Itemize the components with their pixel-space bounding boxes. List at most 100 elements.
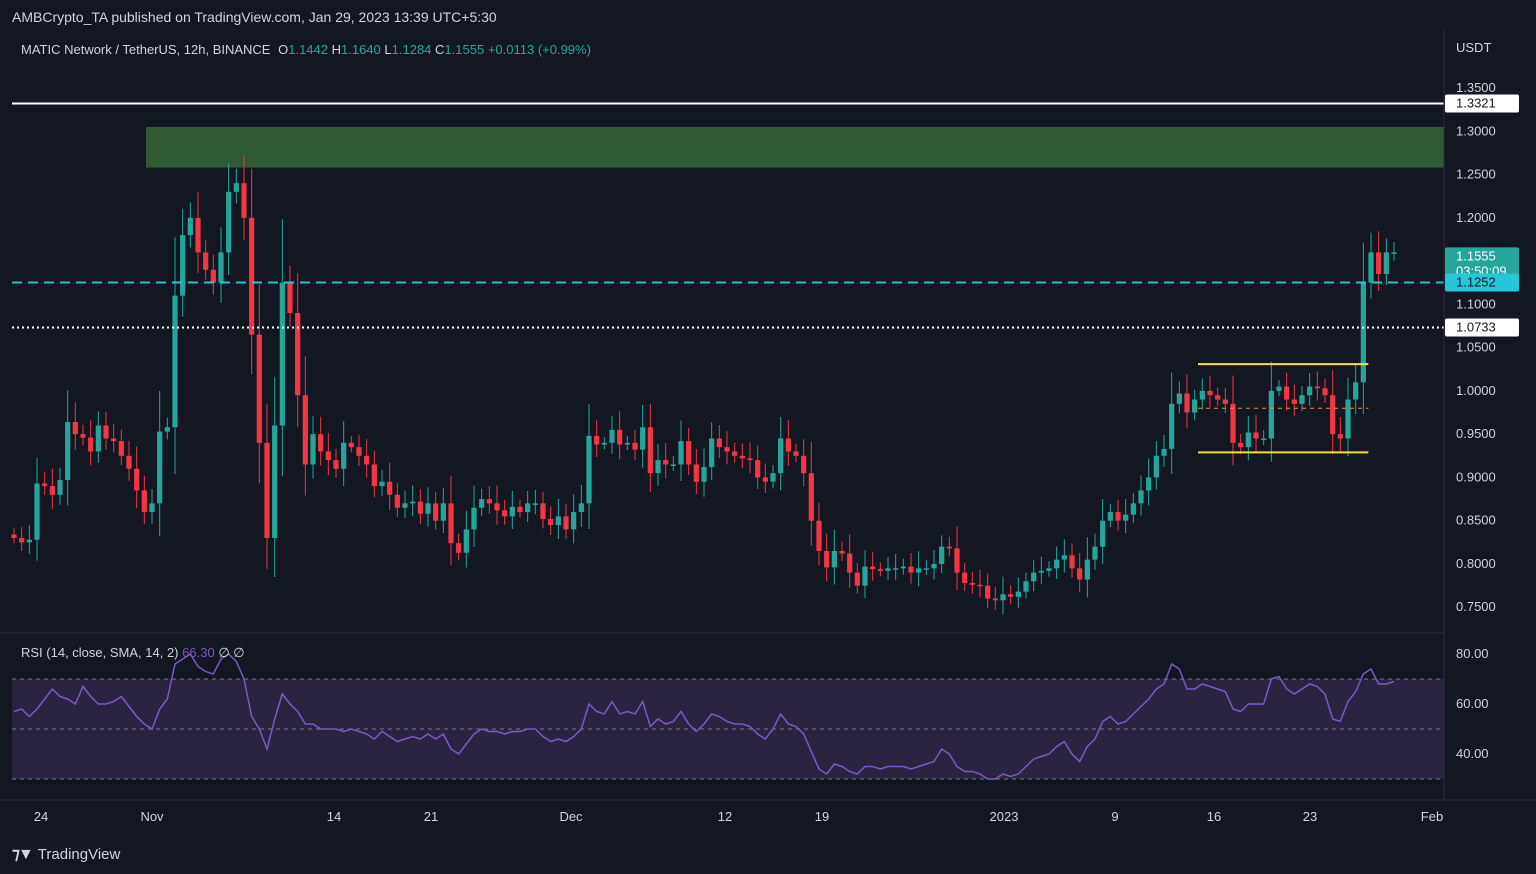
support-price-tag[interactable]: 1.1252 [1445, 273, 1519, 292]
candle[interactable] [1123, 499, 1129, 534]
candle[interactable] [1383, 238, 1389, 286]
candle[interactable] [647, 403, 653, 492]
candle[interactable] [440, 487, 446, 534]
candle[interactable] [164, 417, 170, 440]
candle[interactable] [824, 533, 830, 582]
candle[interactable] [847, 534, 853, 588]
candle[interactable] [1261, 430, 1267, 446]
candle[interactable] [1199, 378, 1205, 410]
candle[interactable] [670, 456, 676, 472]
candle[interactable] [1376, 231, 1382, 291]
candle[interactable] [1153, 440, 1159, 490]
candle[interactable] [1314, 371, 1320, 401]
candle[interactable] [394, 482, 400, 518]
candle[interactable] [341, 421, 347, 487]
candle[interactable] [1391, 242, 1397, 261]
candle[interactable] [425, 487, 431, 527]
candle[interactable] [1291, 384, 1297, 416]
candle[interactable] [272, 376, 278, 577]
candle[interactable] [417, 489, 423, 524]
candle[interactable] [801, 439, 807, 487]
candle[interactable] [118, 429, 124, 465]
candle[interactable] [49, 468, 55, 509]
candle[interactable] [1100, 499, 1106, 564]
candle[interactable] [1046, 561, 1052, 577]
candle[interactable] [302, 356, 308, 496]
candle[interactable] [839, 541, 845, 561]
candle[interactable] [632, 430, 638, 460]
candle[interactable] [1146, 458, 1152, 506]
candle[interactable] [724, 431, 730, 465]
candle[interactable] [1245, 415, 1251, 461]
candle[interactable] [709, 422, 715, 481]
currency-label[interactable]: USDT [1456, 40, 1492, 55]
symbol-name[interactable]: MATIC Network / TetherUS, 12h, BINANCE [21, 42, 271, 57]
candle[interactable] [716, 425, 722, 458]
candle[interactable] [180, 208, 186, 317]
candle[interactable] [1176, 381, 1182, 414]
candle[interactable] [226, 163, 232, 276]
candle[interactable] [1000, 576, 1006, 615]
candle[interactable] [287, 265, 293, 327]
candle[interactable] [532, 489, 538, 515]
candle[interactable] [1161, 435, 1167, 467]
candle[interactable] [348, 436, 354, 453]
candle[interactable] [1307, 373, 1313, 406]
tradingview-logo[interactable]: ⁊▼ TradingView [12, 844, 120, 864]
candle[interactable] [1008, 585, 1014, 605]
candle[interactable] [900, 558, 906, 575]
candle[interactable] [1138, 475, 1144, 516]
candle[interactable] [1253, 414, 1259, 453]
candle[interactable] [808, 441, 814, 546]
candle[interactable] [977, 569, 983, 598]
candle[interactable] [65, 390, 71, 506]
candle[interactable] [88, 420, 94, 466]
candle[interactable] [249, 168, 255, 374]
candle[interactable] [379, 469, 385, 496]
candle[interactable] [279, 219, 285, 477]
candle[interactable] [885, 557, 891, 580]
candle[interactable] [203, 240, 209, 280]
candle[interactable] [985, 573, 991, 609]
candle[interactable] [141, 475, 147, 524]
candle[interactable] [34, 457, 40, 561]
candle[interactable] [624, 435, 630, 451]
candle[interactable] [364, 439, 370, 478]
candle[interactable] [655, 444, 661, 486]
candle[interactable] [640, 404, 646, 468]
candle[interactable] [923, 559, 929, 575]
candle[interactable] [1360, 242, 1366, 415]
candle[interactable] [1107, 503, 1113, 528]
candle[interactable] [95, 411, 101, 463]
candle[interactable] [594, 420, 600, 457]
candle[interactable] [134, 446, 140, 509]
candle[interactable] [1353, 363, 1359, 415]
rsi-label[interactable]: RSI (14, close, SMA, 14, 2) [21, 645, 179, 660]
candle[interactable] [325, 432, 331, 476]
candle[interactable] [962, 562, 968, 591]
candle[interactable] [72, 402, 78, 451]
candle[interactable] [732, 442, 738, 463]
candle[interactable] [540, 491, 546, 529]
resistance-price-tag[interactable]: 1.3321 [1445, 94, 1519, 113]
candle[interactable] [264, 404, 270, 569]
candle[interactable] [333, 448, 339, 478]
candle[interactable] [356, 434, 362, 466]
candle[interactable] [747, 442, 753, 474]
candle[interactable] [954, 526, 960, 591]
candle[interactable] [939, 535, 945, 573]
candle[interactable] [387, 462, 393, 511]
candle[interactable] [555, 498, 561, 540]
candle[interactable] [678, 420, 684, 481]
candle[interactable] [1169, 372, 1175, 474]
candle[interactable] [893, 553, 899, 580]
candle[interactable] [601, 437, 607, 450]
dotted-price-tag[interactable]: 1.0733 [1445, 318, 1519, 337]
rsi-line[interactable] [13, 652, 1395, 780]
candle[interactable] [1337, 417, 1343, 453]
candle[interactable] [149, 488, 155, 524]
supply-zone[interactable] [146, 126, 1444, 168]
candle[interactable] [854, 562, 860, 594]
candle[interactable] [1299, 385, 1305, 412]
